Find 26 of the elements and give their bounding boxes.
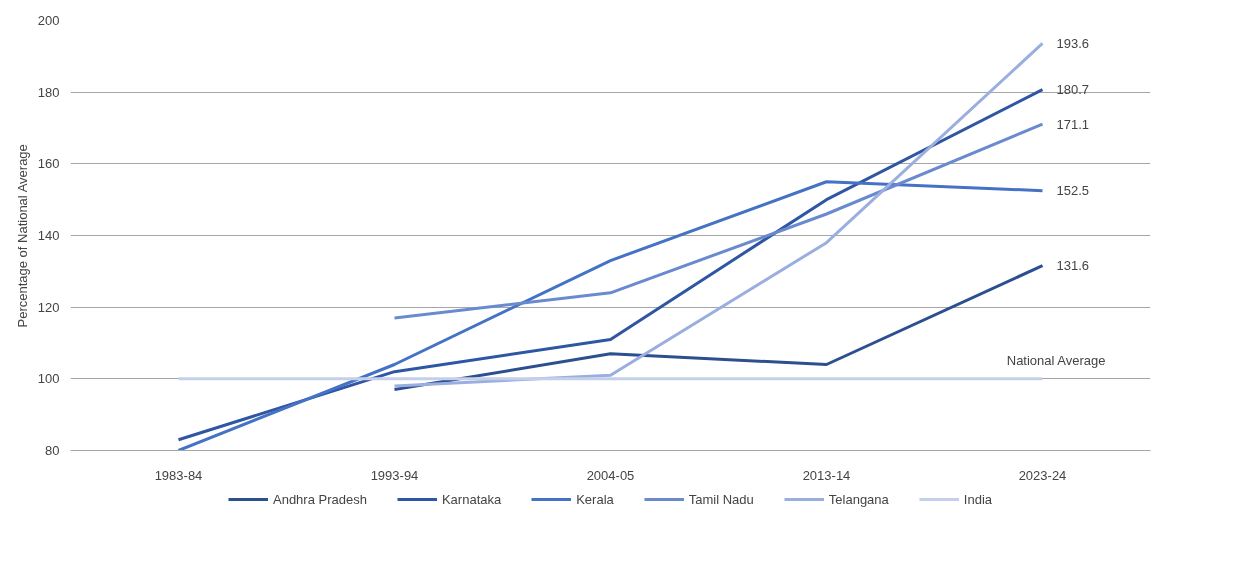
y-tick-label: 100 [37,371,60,387]
y-tick-label: 180 [37,84,60,100]
legend-label: Telangana [828,491,889,507]
data-label: 180.7 [1056,82,1090,98]
x-tick-label: 2013-14 [802,467,851,483]
legend-label: India [963,491,993,507]
data-label: 171.1 [1056,116,1090,132]
x-tick-label: 2023-24 [1018,467,1067,483]
legend-label: Kerala [576,491,614,507]
x-tick-label: 2004-05 [586,467,635,483]
data-label: 152.5 [1056,183,1090,199]
y-axis-title: Percentage of National Average [14,144,30,328]
legend-label: Tamil Nadu [688,491,754,507]
legend-label: Andhra Pradesh [272,491,367,507]
data-label: 131.6 [1056,258,1090,274]
x-tick-label: 1983-84 [154,467,203,483]
annotation: National Average [1006,353,1106,369]
x-tick-label: 1993-94 [370,467,419,483]
y-tick-label: 80 [45,443,60,458]
legend-label: Karnataka [441,491,502,507]
line-series [393,122,1044,320]
data-label: 193.6 [1056,35,1090,51]
y-tick-label: 140 [37,228,60,243]
y-tick-label: 120 [37,299,60,315]
y-tick-label: 200 [37,13,60,28]
y-tick-label: 160 [37,156,60,172]
